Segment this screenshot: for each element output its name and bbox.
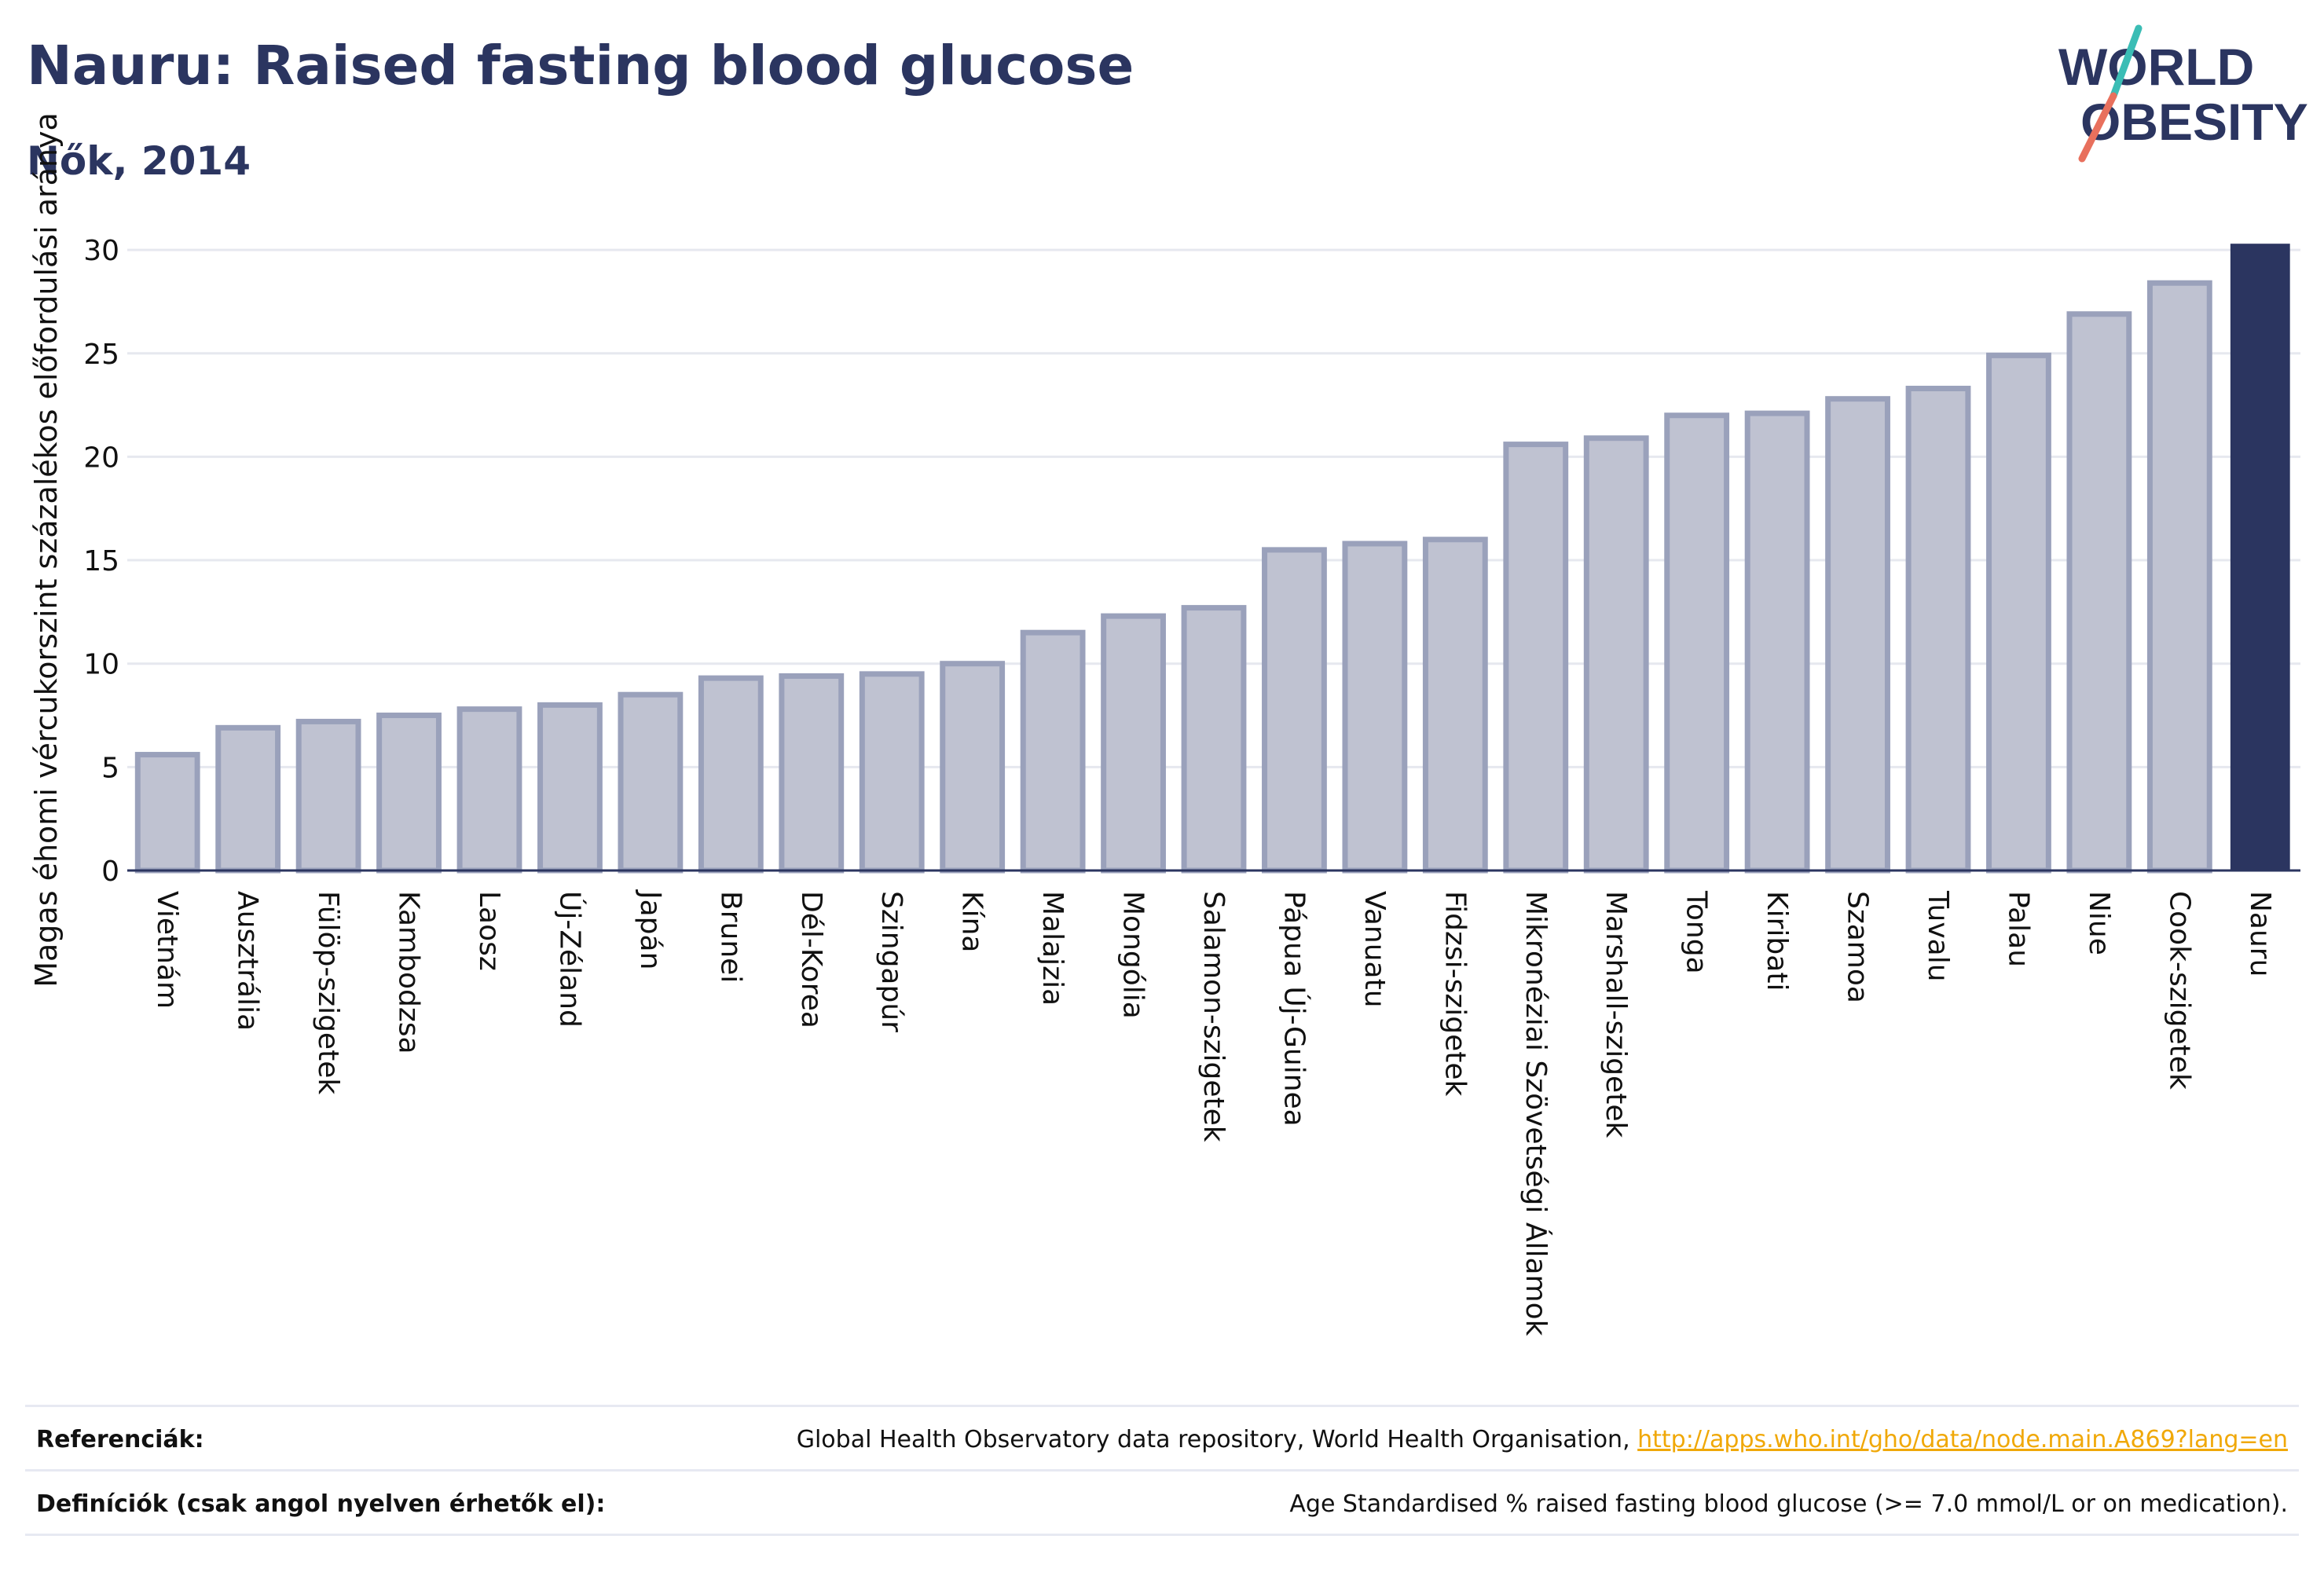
references-value: Global Health Observatory data repositor…: [797, 1426, 2288, 1453]
bar: [295, 718, 361, 874]
definitions-row: Definíciók (csak angol nyelven érhetők e…: [25, 1469, 2299, 1536]
references-label: Referenciák:: [36, 1426, 204, 1453]
x-tick-label: Laosz: [473, 891, 505, 971]
x-tick-label: Fidzsi-szigetek: [1439, 891, 1471, 1097]
bar: [1342, 541, 1408, 874]
x-tick-label: Új-Zéland: [553, 891, 586, 1028]
x-tick-label: Salamon-szigetek: [1197, 891, 1230, 1142]
x-tick-label: Szingapúr: [875, 891, 907, 1032]
bar: [537, 702, 603, 874]
x-tick-label: Tuvalu: [1922, 890, 1954, 982]
x-tick-label: Vietnám: [151, 891, 183, 1009]
x-tick-label: Kiribati: [1761, 891, 1793, 991]
x-tick-label: Niue: [2083, 891, 2115, 955]
world-obesity-logo: WORLD OBESITY: [2058, 24, 2308, 163]
y-tick-label: 25: [83, 339, 119, 371]
x-tick-label: Pápua Új-Guinea: [1277, 891, 1310, 1127]
y-axis-ticks: 0 5 10 15 20 25 30: [83, 235, 119, 888]
bar: [1262, 547, 1327, 874]
bar: [1664, 412, 1730, 874]
bar: [618, 691, 684, 874]
x-tick-label: Szamoa: [1842, 891, 1874, 1003]
bar: [1744, 410, 1810, 874]
bar: [1020, 629, 1086, 874]
x-tick-label: Kína: [956, 891, 988, 953]
x-tick-label: Brunei: [714, 891, 746, 983]
bar: [215, 724, 281, 874]
y-tick-label: 30: [83, 235, 119, 267]
bar: [376, 713, 442, 874]
x-tick-label: Palau: [2002, 891, 2034, 967]
x-tick-label: Vanuatu: [1358, 891, 1391, 1008]
logo-line-2: OBESITY: [2080, 93, 2308, 151]
x-tick-label: Malajzia: [1036, 891, 1069, 1006]
definitions-label: Definíciók (csak angol nyelven érhetők e…: [36, 1490, 606, 1518]
logo-slash-teal: [2110, 24, 2143, 100]
bar: [940, 661, 1006, 874]
bar: [2146, 280, 2212, 874]
y-tick-label: 20: [83, 442, 119, 474]
page-subtitle: Nők, 2014: [27, 138, 251, 184]
x-tick-label: Cook-szigetek: [2163, 891, 2195, 1090]
x-tick-label: Nauru: [2244, 891, 2276, 977]
x-tick-label: Marshall-szigetek: [1600, 891, 1632, 1138]
y-axis-title: Magas éhomi vércukorszint százalékos elő…: [29, 112, 64, 988]
bar: [1583, 435, 1649, 874]
x-tick-label: Ausztrália: [232, 891, 264, 1031]
bar: [1986, 352, 2051, 874]
bar: [2066, 311, 2132, 874]
x-tick-label: Kambodzsa: [393, 891, 425, 1054]
x-tick-label: Japán: [634, 889, 666, 969]
bar-chart: 0 5 10 15 20 25 30 Vietnám Ausztrália Fülöp-szig…: [29, 112, 2300, 1336]
bar: [1181, 605, 1247, 874]
bar: [1503, 442, 1569, 874]
bar: [1905, 386, 1971, 874]
x-tick-label: Mongólia: [1117, 891, 1149, 1019]
bar: [1422, 537, 1488, 874]
logo-slash-coral: [2078, 92, 2117, 163]
bar: [698, 675, 764, 874]
bar-highlight: [2230, 244, 2290, 870]
bar: [779, 673, 845, 874]
definitions-text: Age Standardised % raised fasting blood …: [1289, 1490, 2288, 1518]
y-tick-label: 5: [101, 752, 119, 784]
bar: [859, 671, 925, 874]
bar: [456, 706, 522, 874]
x-tick-label: Mikronéziai Szövetségi Államok: [1519, 891, 1552, 1336]
references-text: Global Health Observatory data repositor…: [796, 1426, 1638, 1453]
page-title: Nauru: Raised fasting blood glucose: [27, 35, 1135, 97]
references-link[interactable]: http://apps.who.int/gho/data/node.main.A…: [1637, 1426, 2288, 1453]
bars: [134, 244, 2290, 874]
x-axis-ticks: Vietnám Ausztrália Fülöp-szigetek Kambodzsa…: [151, 889, 2276, 1336]
bar: [1825, 396, 1890, 874]
x-tick-label: Dél-Korea: [795, 891, 827, 1028]
references-row: Referenciák: Global Health Observatory d…: [25, 1405, 2299, 1472]
x-tick-label: Tonga: [1681, 890, 1713, 974]
y-tick-label: 15: [83, 545, 119, 577]
y-tick-label: 0: [101, 856, 119, 888]
bar: [1101, 613, 1166, 874]
logo-line-1: WORLD: [2058, 38, 2254, 96]
x-tick-label: Fülöp-szigetek: [312, 891, 344, 1094]
y-tick-label: 10: [83, 649, 119, 681]
footer-divider: [25, 1534, 2299, 1536]
bar: [134, 752, 200, 874]
